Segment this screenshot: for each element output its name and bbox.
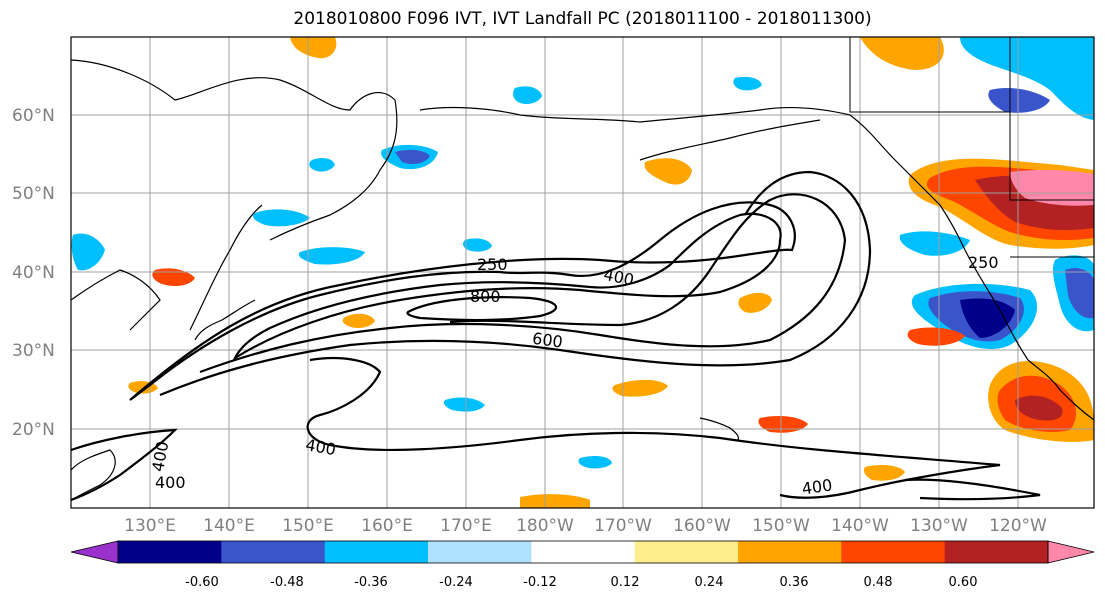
contour-label: 250 xyxy=(968,253,999,272)
colorbar-outline xyxy=(117,540,1049,564)
colorbar-extend-high xyxy=(1047,540,1095,564)
colorbar-segment xyxy=(428,541,532,563)
contour-label: 800 xyxy=(470,287,501,306)
colorbar-segment xyxy=(324,541,429,563)
lat-label: 30°N xyxy=(12,341,55,361)
colorbar-segment xyxy=(221,541,326,563)
contour-label: 400 xyxy=(801,475,834,498)
lon-label: 140°E xyxy=(203,516,255,536)
lon-label: 130°E xyxy=(124,516,176,536)
coastlines xyxy=(71,59,1094,501)
latitude-labels: 60°N 50°N 40°N 30°N 20°N xyxy=(12,106,55,440)
colorbar-tick-label: 0.48 xyxy=(864,575,893,590)
lon-label: 150°E xyxy=(282,516,334,536)
lon-label: 120°W xyxy=(989,516,1047,536)
lat-label: 20°N xyxy=(12,420,55,440)
lon-label: 150°W xyxy=(752,516,810,536)
colorbar-tick-label: -0.48 xyxy=(270,575,304,590)
colorbar-extend-low xyxy=(70,540,119,564)
map-frame xyxy=(70,36,1095,509)
colorbar-tick-label: 0.12 xyxy=(611,575,640,590)
lat-label: 50°N xyxy=(12,184,55,204)
lon-label: 160°W xyxy=(673,516,731,536)
lon-label: 160°E xyxy=(361,516,413,536)
colorbar-tick-label: 0.24 xyxy=(695,575,724,590)
colorbar-tick-label: -0.24 xyxy=(439,575,473,590)
colorbar-segment xyxy=(944,541,1049,563)
longitude-labels: 130°E 140°E 150°E 160°E 170°E 180°W 170°… xyxy=(124,516,1047,536)
colorbar xyxy=(70,540,1095,564)
lat-label: 40°N xyxy=(12,263,55,283)
colorbar-segment xyxy=(841,541,946,563)
contour-label: 600 xyxy=(531,329,564,352)
colorbar-segment xyxy=(738,541,842,563)
ivt-contours xyxy=(71,170,1041,502)
colorbar-segment xyxy=(634,541,739,563)
lat-label: 60°N xyxy=(12,106,55,126)
lon-label: 140°W xyxy=(831,516,889,536)
colorbar-tick-labels: -0.60 -0.48 -0.36 -0.24 -0.12 0.12 0.24 … xyxy=(185,575,977,590)
contour-label: 250 xyxy=(477,255,508,274)
chart-title: 2018010800 F096 IVT, IVT Landfall PC (20… xyxy=(293,9,872,29)
political-borders xyxy=(849,37,1094,258)
colorbar-tick-label: -0.12 xyxy=(523,575,557,590)
colorbar-segment xyxy=(118,541,222,563)
ivt-shading xyxy=(71,37,1094,508)
lon-label: 130°W xyxy=(910,516,968,536)
lon-label: 170°E xyxy=(440,516,492,536)
colorbar-tick-label: 0.36 xyxy=(780,575,809,590)
lon-label: 170°W xyxy=(594,516,652,536)
colorbar-tick-label: -0.60 xyxy=(185,575,219,590)
colorbar-segment xyxy=(531,541,636,563)
colorbar-tick-label: -0.36 xyxy=(354,575,388,590)
lon-label: 180°W xyxy=(516,516,574,536)
colorbar-tick-label: 0.60 xyxy=(949,575,978,590)
contour-label: 400 xyxy=(155,473,186,492)
